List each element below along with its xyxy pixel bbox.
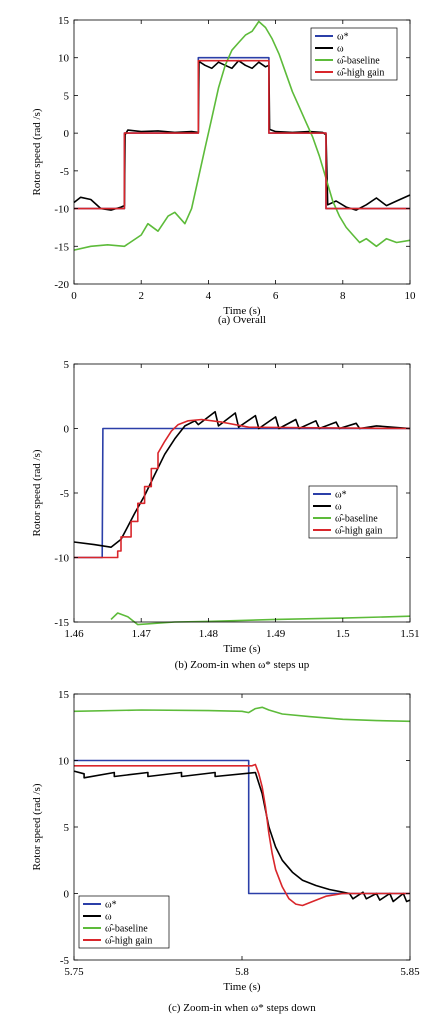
x-tick-label: 6 [273,290,279,302]
y-tick-label: -5 [60,955,70,967]
legend-entry: ω̂-baseline [105,924,148,935]
y-tick-label: -10 [54,553,69,565]
x-tick-label: 1.49 [266,628,286,640]
y-tick-label: -20 [54,279,69,291]
legend-entry: ω̂-high gain [337,68,384,79]
y-tick-label: 5 [64,822,70,834]
x-tick-label: 1.48 [199,628,219,640]
y-tick-label: 0 [64,128,70,140]
plot-frame [73,19,411,285]
y-tick-label: 15 [58,15,70,27]
legend-entry: ω* [335,490,347,501]
chart-caption: (b) Zoom-in when ω* steps up [175,659,310,671]
x-tick-label: 1.51 [400,628,419,640]
y-axis-label: Rotor speed (rad /s) [31,108,43,195]
series-line-3 [73,706,411,723]
legend-entry: ω* [337,32,349,43]
y-tick-label: -5 [60,488,70,500]
chart-caption: (a) Overall [218,314,266,326]
legend-entry: ω* [105,900,117,911]
x-axis-label: Time (s) [223,981,261,993]
y-tick-label: -5 [60,166,70,178]
x-tick-label: 0 [71,290,77,302]
x-axis-label: Time (s) [223,643,261,655]
x-axis-label: Time (s) [223,305,261,317]
y-tick-label: 10 [58,756,70,768]
legend-entry: ω [105,912,112,923]
y-tick-label: -15 [54,617,69,629]
chart-caption: (c) Zoom-in when ω* steps down [168,1002,316,1014]
chart-3: 5.75 5.8 5.85 15 10 5 0 -5 Time (s) Rotor speed (… [31,689,420,1014]
x-tick-label: 5.85 [400,966,420,978]
legend-entry: ω [335,502,342,513]
y-tick-label: 0 [64,424,70,436]
series-line-2 [73,410,411,549]
series-line-1 [74,759,410,895]
y-tick-label: 10 [58,53,70,65]
legend-entry: ω̂-high gain [105,936,152,947]
legend-entry: ω̂-baseline [337,56,380,67]
legend-entry: ω [337,44,344,55]
chart-1: 0 2 4 6 8 10 15 10 5 0 -5 -10 -15 -20 Time (s) Rotor sp… [31,15,416,326]
x-tick-label: 5.75 [64,966,84,978]
x-tick-label: 1.47 [132,628,152,640]
y-tick-label: -15 [54,241,69,253]
x-tick-label: 10 [405,290,417,302]
y-tick-label: 5 [64,90,70,102]
series-line-4 [74,418,411,559]
y-tick-label: -10 [54,204,69,216]
series-line-4 [74,59,410,210]
y-tick-label: 15 [58,689,70,701]
x-tick-label: 1.46 [64,628,84,640]
legend-entry: ω̂-high gain [335,526,382,537]
y-tick-label: 0 [64,889,70,901]
chart-2: 1.46 1.47 1.48 1.49 1.5 1.51 5 0 -5 -10 -15 Time (s… [31,359,420,671]
series-line-2 [73,770,411,903]
x-tick-label: 5.8 [235,966,249,978]
series-line-3 [73,20,411,251]
y-tick-label: 5 [64,359,70,371]
x-tick-label: 4 [206,290,212,302]
x-tick-label: 1.5 [336,628,350,640]
series-line-3 [110,612,411,626]
y-axis-label: Rotor speed (rad /s) [31,449,43,536]
x-tick-label: 2 [138,290,144,302]
x-tick-label: 8 [340,290,346,302]
y-axis-label: Rotor speed (rad /s) [31,783,43,870]
legend-entry: ω̂-baseline [335,514,378,525]
series-line-4 [74,763,410,907]
